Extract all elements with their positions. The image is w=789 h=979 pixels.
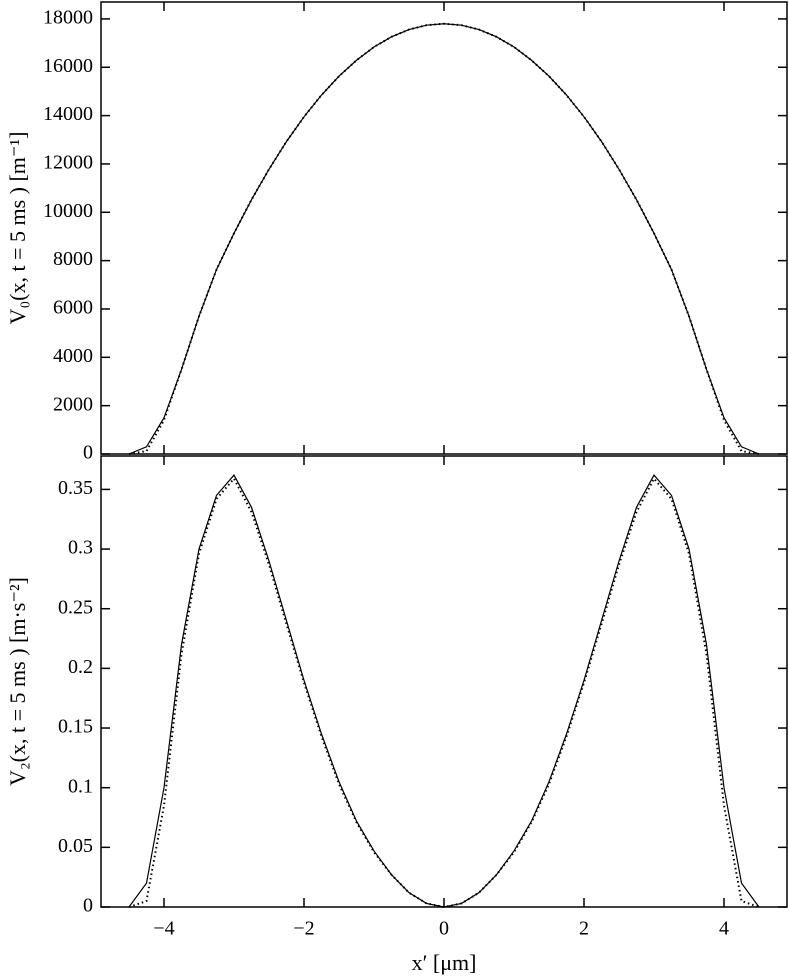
x-tick-label: 2 <box>579 918 589 940</box>
data-line <box>128 23 760 455</box>
y-tick-label: 0.1 <box>68 775 93 797</box>
y-tick-label: 18000 <box>43 7 93 29</box>
y-tick-label: 0.3 <box>68 537 93 559</box>
y-tick-label: 8000 <box>53 248 93 270</box>
x-tick-label: −2 <box>293 918 314 940</box>
y-tick-label: 10000 <box>43 200 93 222</box>
x-tick-label: −4 <box>153 918 174 940</box>
y-tick-label: 12000 <box>43 152 93 174</box>
y-tick-label: 0 <box>83 442 93 464</box>
y-tick-label: 0.25 <box>58 596 93 618</box>
y-tick-label: 2000 <box>53 393 93 415</box>
plot-frame <box>100 1 788 455</box>
y-tick-label: 14000 <box>43 103 93 125</box>
y-axis-label: V₂(x, t = 5 ms ) [m·s⁻²] <box>5 577 30 786</box>
y-tick-label: 0.35 <box>58 477 93 499</box>
y-tick-label: 4000 <box>53 345 93 367</box>
y-tick-label: 0.15 <box>58 716 93 738</box>
y-axis-label: V₀(x, t = 5 ms ) [m⁻¹] <box>5 132 30 325</box>
x-tick-label: 0 <box>439 918 449 940</box>
y-tick-label: 16000 <box>43 55 93 77</box>
y-tick-label: 6000 <box>53 297 93 319</box>
plot-frame <box>100 455 788 908</box>
y-tick-label: 0.2 <box>68 656 93 678</box>
x-tick-label: 4 <box>719 918 729 940</box>
x-axis-label: x′ [μm] <box>412 950 477 975</box>
data-line <box>128 22 760 455</box>
y-tick-label: 0 <box>83 895 93 917</box>
data-line <box>128 476 760 909</box>
y-tick-label: 0.05 <box>58 835 93 857</box>
data-line <box>128 474 760 908</box>
